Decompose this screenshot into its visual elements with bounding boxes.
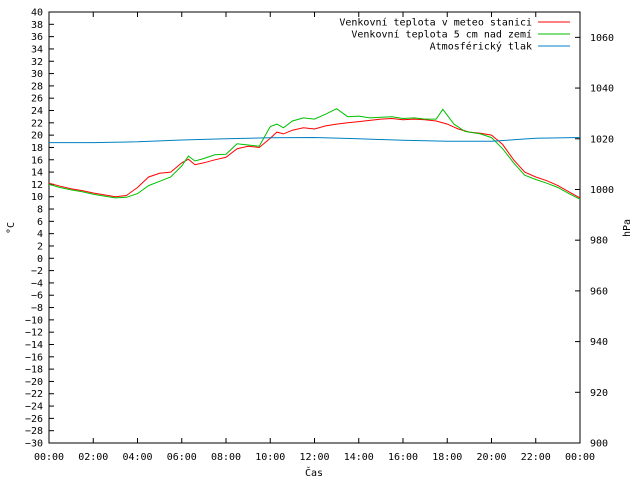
y-tick-left-label: −10 (25, 315, 43, 326)
y-tick-left-label: 20 (31, 131, 43, 142)
y-tick-left-label: −16 (25, 352, 43, 363)
y-tick-left-label: −26 (25, 414, 43, 425)
legend-entry-pressure: Atmosférický tlak (430, 41, 570, 53)
y-tick-right-label: 960 (590, 286, 608, 297)
y-tick-left-label: 40 (31, 8, 43, 19)
x-tick-label: 00:00 (34, 452, 64, 463)
y-tick-right-label: 1000 (590, 185, 614, 196)
y-tick-left-label: 30 (31, 69, 43, 80)
y-tick-left-label: −6 (31, 291, 43, 302)
series-lines (48, 108, 581, 200)
x-tick-label: 04:00 (122, 452, 152, 463)
y-tick-left-label: −18 (25, 365, 43, 376)
y-tick-left-label: −30 (25, 439, 43, 450)
y-tick-left-label: −14 (25, 340, 43, 351)
x-tick-label: 08:00 (211, 452, 241, 463)
series-temp-station-line (48, 117, 581, 199)
x-axis-label: Čas (305, 466, 323, 479)
y-axis-left: −30−28−26−24−22−20−18−16−14−12−10−8−6−4−… (25, 8, 54, 450)
y-tick-left-label: −24 (25, 402, 43, 413)
y-tick-left-label: 6 (37, 217, 43, 228)
legend-entry-temp-5cm: Venkovní teplota 5 cm nad zemí (351, 29, 570, 41)
y-tick-left-label: 34 (31, 44, 43, 55)
series-temp-5cm-line (48, 108, 581, 200)
y-axis-left-label: °C (6, 222, 17, 234)
x-axis: 00:00 02:00 04:00 06:00 08:00 10:00 12:00 14:00… (34, 12, 595, 463)
series-pressure-line (49, 136, 581, 144)
y-axis-right-label: hPa (622, 219, 633, 237)
x-tick-label: 10:00 (255, 452, 285, 463)
y-tick-left-label: −12 (25, 328, 43, 339)
y-tick-right-label: 980 (590, 236, 608, 247)
y-tick-left-label: −4 (31, 278, 43, 289)
legend: Venkovní teplota v meteo staniciVenkovní… (339, 17, 570, 53)
y-tick-left-label: 2 (37, 241, 43, 252)
y-tick-left-label: −20 (25, 377, 43, 388)
y-tick-left-label: 0 (37, 254, 43, 265)
y-tick-left-label: 22 (31, 118, 43, 129)
y-tick-left-label: 18 (31, 143, 43, 154)
y-tick-left-label: 16 (31, 155, 43, 166)
y-tick-left-label: −28 (25, 426, 43, 437)
y-tick-left-label: 38 (31, 20, 43, 31)
y-tick-right-label: 920 (590, 388, 608, 399)
legend-entry-temp-station: Venkovní teplota v meteo stanici (339, 17, 570, 29)
x-tick-label: 22:00 (521, 452, 551, 463)
y-tick-right-label: 1020 (590, 134, 614, 145)
x-tick-label: 00:00 (565, 452, 595, 463)
y-tick-left-label: 14 (31, 168, 43, 179)
x-tick-label: 12:00 (299, 452, 329, 463)
y-tick-right-label: 900 (590, 439, 608, 450)
y-tick-left-label: 8 (37, 205, 43, 216)
x-tick-label: 06:00 (167, 452, 197, 463)
y-tick-left-label: 10 (31, 192, 43, 203)
y-tick-left-label: 24 (31, 106, 43, 117)
y-tick-left-label: 26 (31, 94, 43, 105)
y-tick-left-label: −8 (31, 303, 43, 314)
x-tick-label: 02:00 (78, 452, 108, 463)
y-tick-left-label: 28 (31, 81, 43, 92)
y-tick-left-label: −2 (31, 266, 43, 277)
legend-label: Venkovní teplota 5 cm nad zemí (351, 29, 532, 41)
y-tick-right-label: 1060 (590, 33, 614, 44)
x-tick-label: 14:00 (344, 452, 374, 463)
legend-label: Atmosférický tlak (430, 41, 532, 53)
x-tick-label: 18:00 (432, 452, 462, 463)
y-tick-left-label: 32 (31, 57, 43, 68)
y-tick-left-label: 12 (31, 180, 43, 191)
y-tick-left-label: 36 (31, 32, 43, 43)
plot-frame (48, 11, 581, 444)
x-tick-label: 20:00 (476, 452, 506, 463)
x-tick-label: 16:00 (388, 452, 418, 463)
y-axis-right: 900 920 940 960 980 1000 1020 1040 1060 (575, 33, 614, 450)
legend-label: Venkovní teplota v meteo stanici (339, 17, 532, 29)
y-tick-right-label: 940 (590, 337, 608, 348)
y-tick-left-label: 4 (37, 229, 43, 240)
y-tick-right-label: 1040 (590, 84, 614, 95)
y-tick-left-label: −22 (25, 389, 43, 400)
